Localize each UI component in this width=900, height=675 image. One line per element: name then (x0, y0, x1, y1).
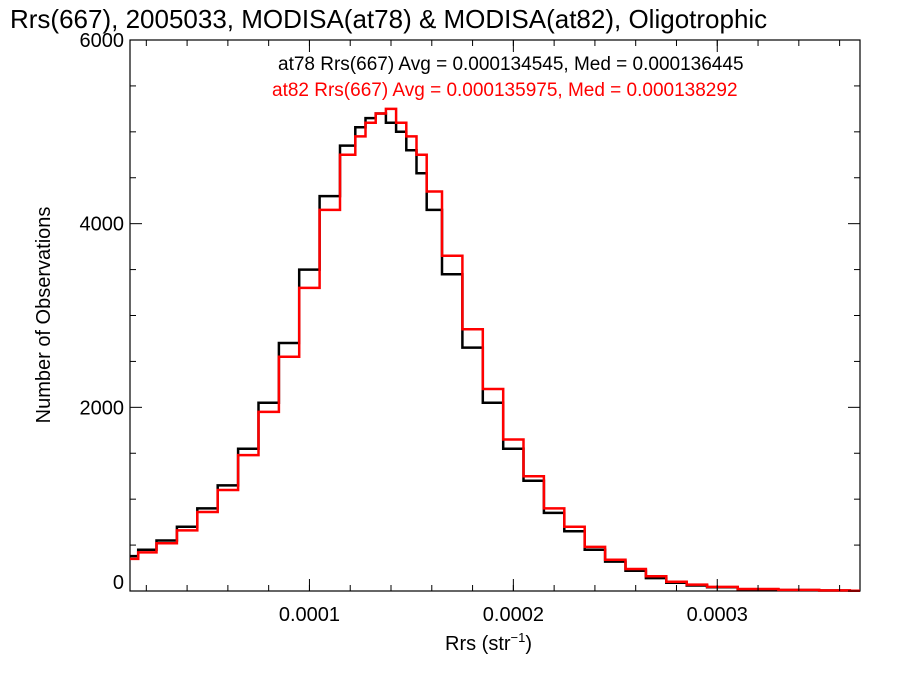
x-axis-label-end: ) (525, 633, 532, 655)
plot-area: 0.0001 0.0002 0.0003 0 2000 4000 6000 (80, 30, 861, 626)
y-tick-label-1: 2000 (80, 397, 125, 419)
x-tick-label-2: 0.0003 (687, 604, 748, 626)
ticks-group: 0.0001 0.0002 0.0003 0 2000 4000 6000 (80, 30, 860, 626)
y-tick-label-2: 4000 (80, 214, 125, 236)
x-axis-label-sup: −1 (511, 630, 526, 645)
series-line-1 (130, 107, 860, 593)
x-axis-label-main: Rrs (str (445, 633, 511, 655)
x-tick-label-0: 0.0001 (279, 604, 340, 626)
x-tick-label-1: 0.0002 (483, 604, 544, 626)
y-axis-label: Number of Observations (33, 207, 55, 424)
y-tick-label-3: 6000 (80, 30, 125, 52)
plot-frame (129, 39, 861, 592)
series-line-0 (130, 112, 860, 593)
series-group (130, 107, 860, 593)
legend-entry-1: at82 Rrs(667) Avg = 0.000135975, Med = 0… (272, 80, 738, 101)
legend-entry-0: at78 Rrs(667) Avg = 0.000134545, Med = 0… (278, 54, 744, 75)
x-axis-label: Rrs (str−1) (445, 630, 532, 655)
chart-title: Rrs(667), 2005033, MODISA(at78) & MODISA… (10, 4, 767, 34)
y-tick-label-0: 0 (113, 572, 124, 594)
